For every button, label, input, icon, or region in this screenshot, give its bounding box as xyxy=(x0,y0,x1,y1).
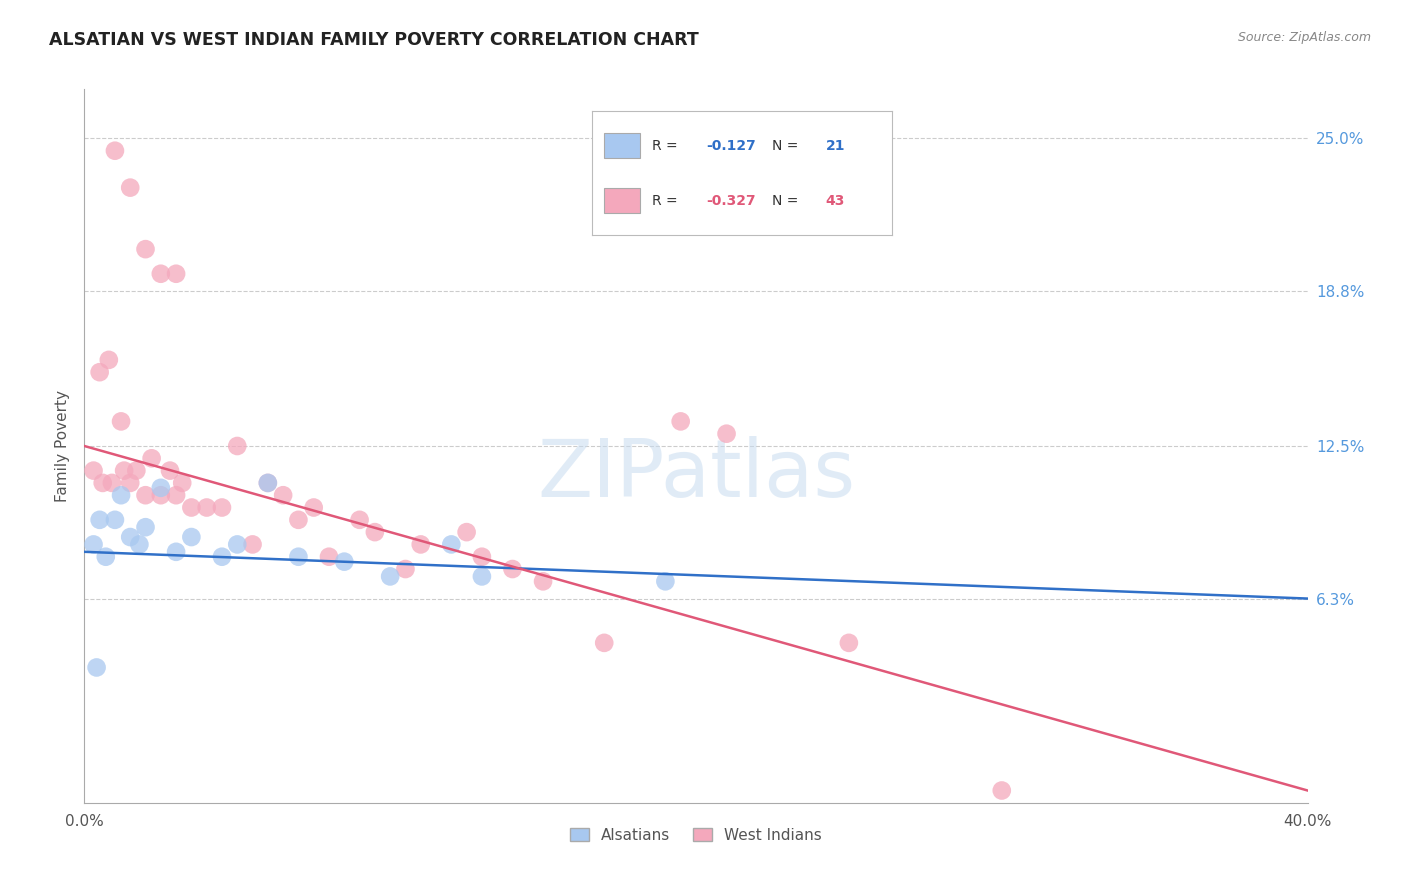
Point xyxy=(149,481,172,495)
Point xyxy=(242,537,264,551)
Point xyxy=(349,513,371,527)
Point xyxy=(471,549,494,564)
Point xyxy=(149,267,172,281)
Point xyxy=(141,451,163,466)
Point xyxy=(159,464,181,478)
Point xyxy=(409,537,432,551)
Point xyxy=(165,545,187,559)
Point xyxy=(110,488,132,502)
Text: ZIPatlas: ZIPatlas xyxy=(537,435,855,514)
Point xyxy=(502,562,524,576)
Point xyxy=(669,414,692,428)
Point xyxy=(394,562,416,576)
Text: ALSATIAN VS WEST INDIAN FAMILY POVERTY CORRELATION CHART: ALSATIAN VS WEST INDIAN FAMILY POVERTY C… xyxy=(49,31,699,49)
Point xyxy=(271,488,294,502)
Point xyxy=(83,464,105,478)
Point xyxy=(83,537,105,551)
Point xyxy=(135,488,157,502)
Point xyxy=(257,475,280,490)
Point xyxy=(456,525,478,540)
Point xyxy=(135,520,157,534)
Point xyxy=(112,464,135,478)
Point xyxy=(110,414,132,428)
Point xyxy=(195,500,218,515)
Point xyxy=(91,475,114,490)
Point xyxy=(226,439,249,453)
Point xyxy=(101,475,124,490)
Point xyxy=(211,500,233,515)
Point xyxy=(94,549,117,564)
Point xyxy=(125,464,148,478)
Point xyxy=(440,537,463,551)
Point xyxy=(654,574,676,589)
Point xyxy=(991,783,1014,797)
Point xyxy=(287,513,309,527)
Point xyxy=(149,488,172,502)
Point xyxy=(89,365,111,379)
Point xyxy=(104,513,127,527)
Point xyxy=(211,549,233,564)
Point xyxy=(380,569,402,583)
Point xyxy=(364,525,387,540)
Point xyxy=(531,574,554,589)
Text: Source: ZipAtlas.com: Source: ZipAtlas.com xyxy=(1237,31,1371,45)
Point xyxy=(120,180,142,194)
Point xyxy=(86,660,108,674)
Point xyxy=(165,488,187,502)
Point xyxy=(128,537,150,551)
Point xyxy=(318,549,340,564)
Point xyxy=(302,500,325,515)
Point xyxy=(180,530,202,544)
Point xyxy=(89,513,111,527)
Point xyxy=(333,555,356,569)
Point xyxy=(287,549,309,564)
Point xyxy=(180,500,202,515)
Point xyxy=(135,242,157,256)
Point xyxy=(593,636,616,650)
Point xyxy=(172,475,194,490)
Y-axis label: Family Poverty: Family Poverty xyxy=(55,390,70,502)
Point xyxy=(257,475,280,490)
Point xyxy=(120,475,142,490)
Point xyxy=(97,352,120,367)
Point xyxy=(471,569,494,583)
Point xyxy=(165,267,187,281)
Point xyxy=(104,144,127,158)
Point xyxy=(226,537,249,551)
Point xyxy=(838,636,860,650)
Legend: Alsatians, West Indians: Alsatians, West Indians xyxy=(564,822,828,848)
Point xyxy=(120,530,142,544)
Point xyxy=(716,426,738,441)
